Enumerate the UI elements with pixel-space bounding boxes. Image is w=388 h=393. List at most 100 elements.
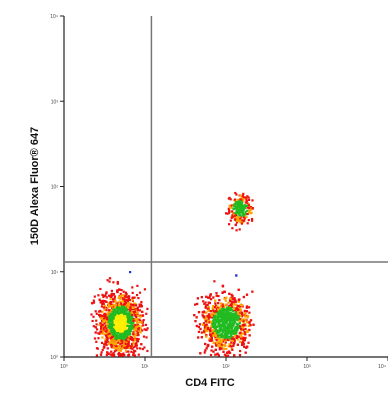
event-point — [236, 315, 239, 318]
event-point — [235, 229, 238, 232]
event-point — [110, 346, 113, 349]
event-point — [137, 337, 140, 341]
event-point — [215, 292, 218, 295]
event-point — [241, 219, 244, 222]
event-point — [200, 331, 203, 334]
event-point — [121, 332, 124, 335]
event-point — [198, 323, 202, 326]
event-point — [136, 284, 139, 287]
event-point — [138, 305, 141, 308]
x-tick-label: 10¹ — [141, 364, 149, 370]
event-point — [228, 204, 231, 207]
event-point — [98, 298, 101, 301]
event-point — [228, 320, 232, 323]
event-point — [211, 325, 215, 328]
event-point — [131, 299, 134, 302]
y-axis-title: 150D Alexa Fluor® 647 — [29, 127, 41, 245]
event-point — [199, 352, 202, 355]
event-point — [116, 321, 119, 324]
event-point — [232, 324, 235, 327]
event-point — [123, 339, 126, 342]
event-point — [239, 307, 242, 310]
event-point — [113, 306, 116, 309]
event-point — [212, 310, 215, 313]
event-point — [212, 296, 215, 299]
event-point — [122, 352, 125, 355]
event-point — [248, 306, 251, 309]
event-point — [92, 315, 95, 318]
event-point — [121, 319, 124, 322]
event-point — [119, 318, 123, 321]
event-point — [109, 302, 112, 305]
event-point — [246, 345, 249, 348]
event-point — [242, 336, 245, 339]
event-point — [101, 320, 104, 323]
event-point — [102, 319, 105, 322]
event-point — [112, 293, 115, 296]
event-point — [204, 304, 208, 307]
event-point — [123, 302, 126, 306]
event-point — [208, 328, 212, 331]
event-point — [210, 336, 213, 339]
event-point — [126, 344, 129, 347]
event-point — [225, 309, 228, 313]
event-point — [241, 327, 244, 330]
event-point — [208, 321, 211, 324]
event-point — [235, 211, 238, 214]
event-point — [214, 333, 218, 336]
event-point — [107, 329, 111, 332]
event-point — [119, 302, 123, 305]
event-point — [132, 311, 135, 314]
event-point — [119, 349, 122, 352]
event-point — [135, 337, 138, 340]
event-point — [95, 312, 98, 315]
event-point — [102, 306, 105, 309]
event-point — [132, 321, 135, 325]
event-point — [117, 315, 120, 318]
event-point — [112, 346, 115, 349]
event-point — [109, 318, 112, 321]
event-point — [138, 318, 141, 321]
event-point — [123, 300, 126, 303]
event-point — [218, 348, 221, 351]
event-point — [236, 323, 239, 326]
event-point — [117, 352, 120, 355]
event-point — [133, 296, 136, 299]
event-point — [238, 204, 241, 207]
event-point — [195, 316, 198, 319]
event-point — [243, 196, 246, 199]
event-point — [244, 315, 247, 318]
event-point — [212, 341, 215, 344]
event-point — [119, 292, 122, 296]
event-point — [105, 335, 108, 338]
event-point — [131, 286, 134, 289]
event-point — [224, 329, 228, 332]
event-point — [208, 337, 211, 340]
event-point — [243, 323, 246, 327]
event-point — [90, 313, 93, 316]
event-point — [121, 310, 124, 313]
event-point — [129, 271, 132, 274]
event-point — [126, 305, 130, 308]
event-point — [233, 198, 237, 201]
event-point — [209, 353, 213, 357]
event-point — [223, 353, 226, 356]
event-point — [215, 342, 219, 345]
event-point — [230, 293, 233, 296]
event-point — [223, 290, 226, 293]
event-point — [128, 302, 131, 305]
event-point — [129, 337, 132, 340]
event-point — [121, 326, 124, 329]
event-point — [228, 307, 231, 310]
event-point — [223, 321, 226, 324]
event-point — [113, 320, 116, 323]
event-point — [222, 314, 226, 318]
event-point — [134, 302, 137, 306]
event-point — [237, 335, 240, 338]
event-point — [124, 330, 127, 333]
event-point — [108, 280, 111, 283]
event-point — [226, 312, 229, 315]
event-point — [218, 345, 222, 348]
event-point — [235, 310, 238, 313]
event-point — [138, 291, 142, 294]
